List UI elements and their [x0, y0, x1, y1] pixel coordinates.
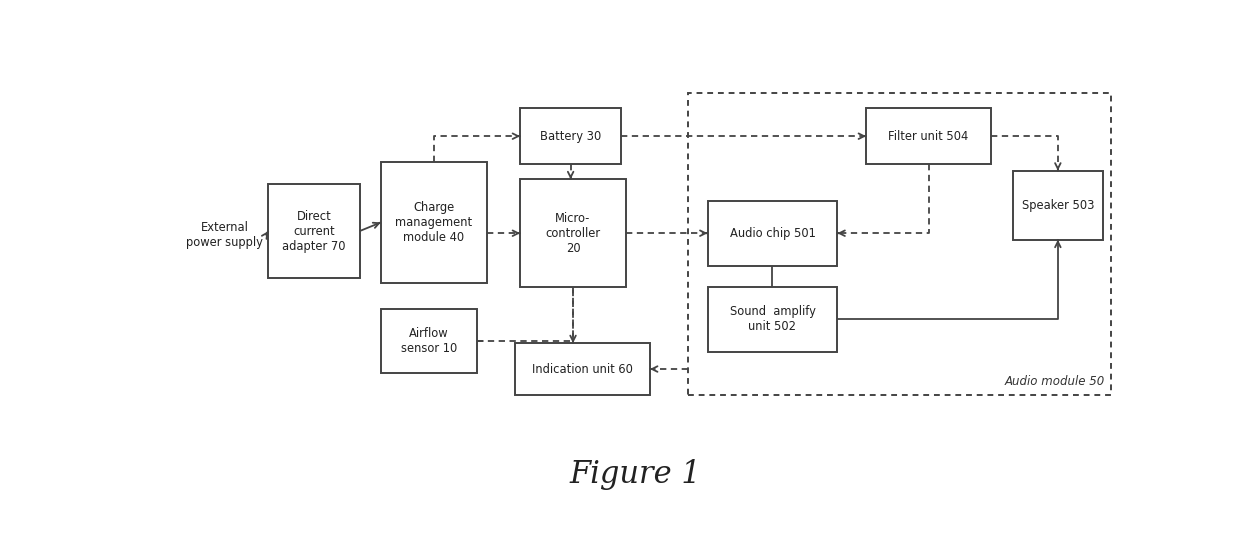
- Text: Filter unit 504: Filter unit 504: [889, 130, 968, 143]
- Text: Sound  amplify
unit 502: Sound amplify unit 502: [729, 305, 816, 333]
- Text: Battery 30: Battery 30: [539, 130, 601, 143]
- Text: Direct
current
adapter 70: Direct current adapter 70: [283, 209, 346, 253]
- Text: External
power supply: External power supply: [186, 221, 263, 249]
- Bar: [521, 179, 626, 287]
- Text: Micro-
controller
20: Micro- controller 20: [546, 212, 600, 255]
- Bar: [708, 287, 837, 352]
- Text: Audio module 50: Audio module 50: [1004, 375, 1105, 389]
- Bar: [866, 108, 991, 164]
- Bar: [1013, 171, 1102, 240]
- Bar: [516, 343, 650, 395]
- Bar: [688, 93, 1111, 395]
- Text: Figure 1: Figure 1: [569, 459, 702, 490]
- Bar: [381, 309, 477, 374]
- Text: Indication unit 60: Indication unit 60: [532, 362, 634, 376]
- Text: Speaker 503: Speaker 503: [1022, 199, 1094, 212]
- Text: Charge
management
module 40: Charge management module 40: [396, 201, 472, 244]
- Text: Audio chip 501: Audio chip 501: [729, 227, 816, 240]
- Bar: [708, 201, 837, 265]
- Bar: [268, 184, 360, 278]
- Text: Airflow
sensor 10: Airflow sensor 10: [401, 327, 458, 355]
- Bar: [521, 108, 621, 164]
- Bar: [381, 162, 486, 283]
